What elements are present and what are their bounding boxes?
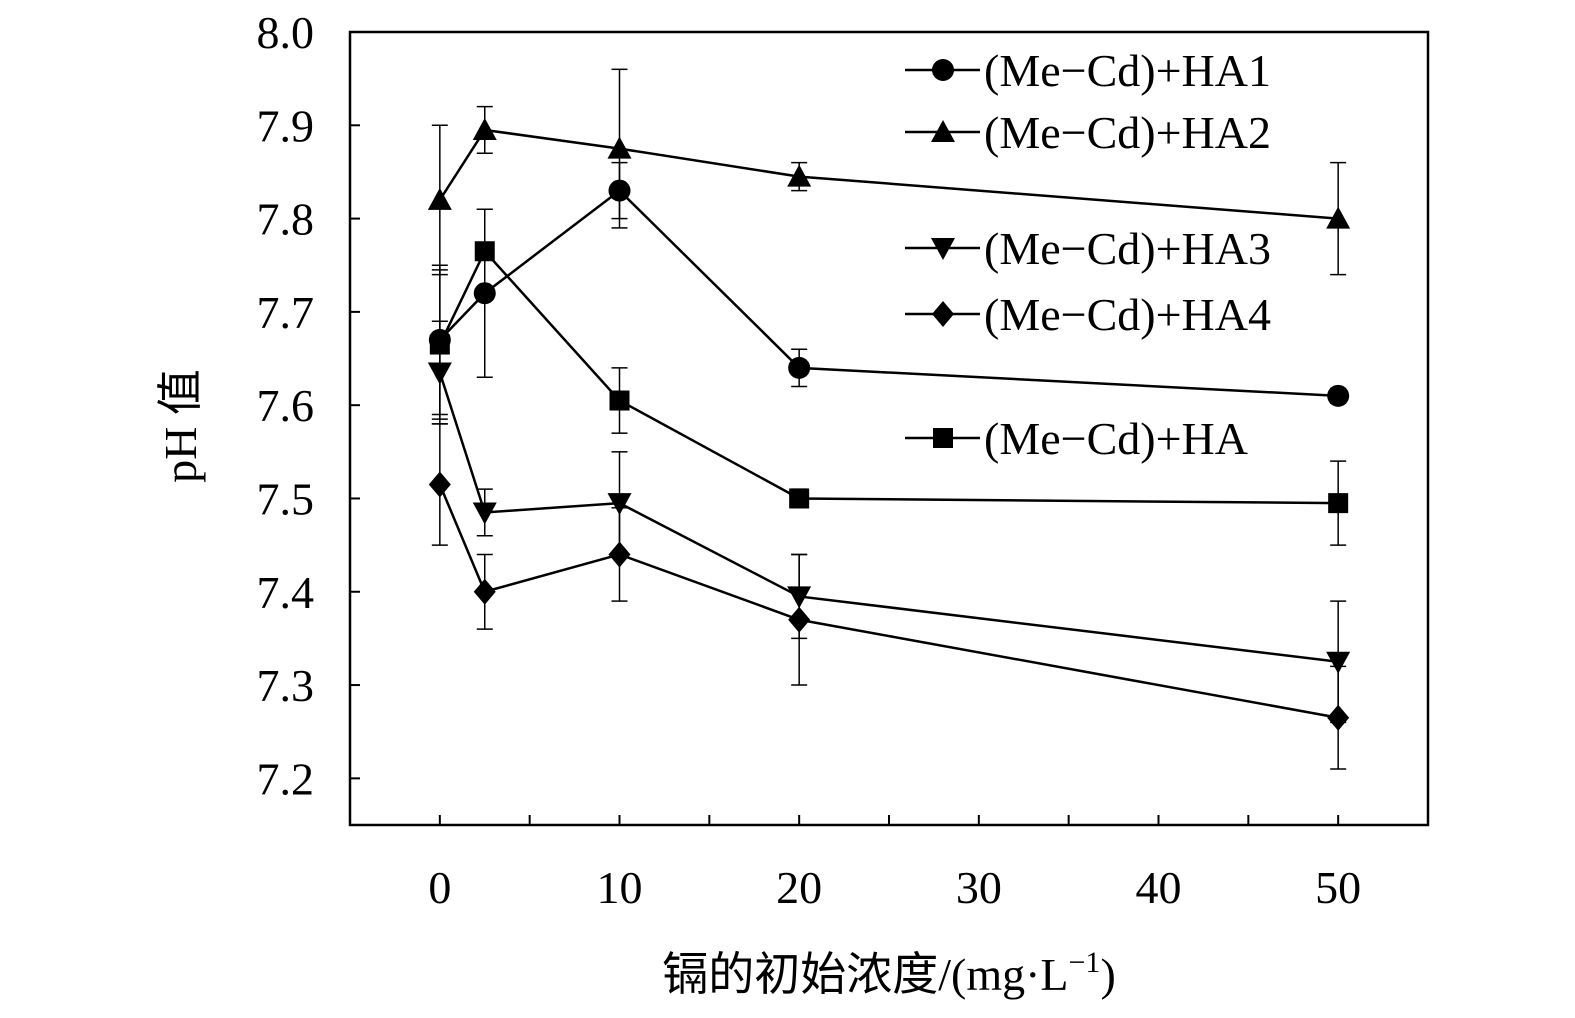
data-point (787, 164, 812, 187)
data-point (472, 502, 497, 525)
data-point (472, 117, 497, 140)
x-tick-label: 50 (1315, 862, 1361, 913)
series-line (438, 483, 1339, 719)
y-tick-label: 7.2 (257, 753, 315, 804)
legend: (Me−Cd)+HA1 (Me−Cd)+HA2 (Me−Cd)+HA3 (Me−Cd)… (905, 45, 1271, 464)
x-tick-label: 30 (956, 862, 1002, 913)
x-tick-label: 20 (776, 862, 822, 913)
data-point (788, 356, 811, 379)
data-point (608, 541, 631, 568)
legend-label: (Me−Cd)+HA1 (984, 45, 1271, 96)
data-point (1328, 493, 1349, 514)
legend-item: (Me−Cd)+HA1 (905, 45, 1271, 96)
x-tick-label: 10 (597, 862, 643, 913)
series-3 (427, 320, 1351, 724)
data-point (1326, 206, 1351, 229)
data-point (1327, 384, 1350, 407)
data-point (427, 187, 452, 210)
legend-marker (931, 238, 955, 260)
data-point (609, 390, 630, 411)
y-axis: 7.2 7.3 7.4 7.5 7.6 7.7 7.8 7.9 8.0 (257, 7, 360, 804)
legend-item: (Me−Cd)+HA2 (905, 107, 1271, 158)
data-point (607, 493, 632, 516)
data-point (473, 578, 496, 605)
x-axis: 0 10 20 30 40 50 (428, 815, 1361, 913)
legend-marker (932, 59, 954, 81)
legend-label: (Me−Cd)+HA3 (984, 223, 1271, 274)
legend-label: (Me−Cd)+HA (984, 413, 1248, 464)
y-tick-label: 7.8 (257, 194, 315, 245)
data-point (607, 136, 632, 159)
y-tick-label: 7.3 (257, 660, 315, 711)
y-tick-label: 7.9 (257, 100, 315, 151)
x-tick-label: 40 (1136, 862, 1182, 913)
legend-item: (Me−Cd)+HA4 (905, 289, 1271, 340)
x-axis-title-tail: ) (1100, 949, 1115, 1000)
x-axis-title: 镉的初始浓度/(mg·L−1) (662, 946, 1116, 1000)
data-point (428, 471, 451, 498)
data-point (1326, 651, 1351, 674)
legend-marker (931, 120, 955, 142)
legend-marker (932, 301, 954, 327)
x-axis-title-superscript: −1 (1069, 946, 1101, 979)
legend-label: (Me−Cd)+HA4 (984, 289, 1271, 340)
y-axis-title: pH 值 (155, 369, 206, 483)
y-tick-label: 8.0 (257, 7, 315, 58)
series-2 (427, 68, 1351, 276)
x-tick-label: 0 (428, 862, 451, 913)
x-axis-title-main: 镉的初始浓度/(mg·L (662, 949, 1068, 1000)
data-point (474, 241, 495, 262)
y-tick-label: 7.4 (257, 567, 315, 618)
data-point (1327, 704, 1350, 731)
legend-item: (Me−Cd)+HA3 (905, 223, 1271, 274)
series-4 (428, 423, 1350, 770)
y-tick-label: 7.5 (257, 473, 315, 524)
legend-label: (Me−Cd)+HA2 (984, 107, 1271, 158)
data-point (788, 606, 811, 633)
series-5 (429, 208, 1349, 546)
data-point (789, 488, 810, 509)
y-tick-label: 7.6 (257, 380, 315, 431)
y-tick-label: 7.7 (257, 287, 315, 338)
series-layer (427, 68, 1351, 770)
legend-item: (Me−Cd)+HA (905, 413, 1248, 464)
data-point (429, 334, 450, 355)
legend-marker (933, 428, 953, 448)
